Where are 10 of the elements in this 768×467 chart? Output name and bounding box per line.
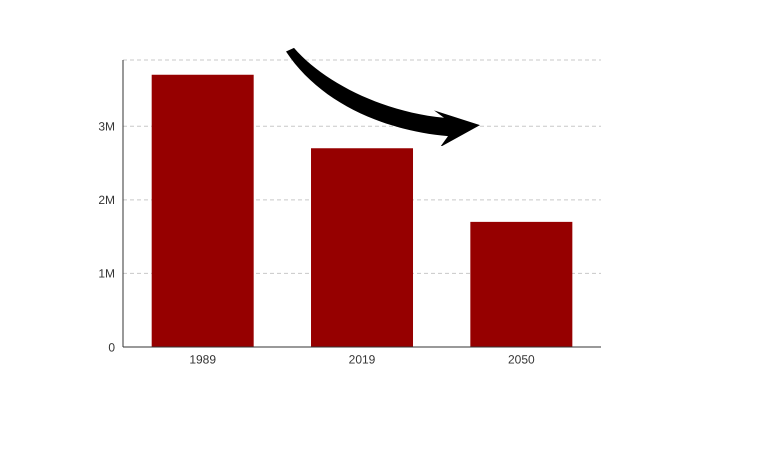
x-tick-label: 2050 [508,352,536,367]
x-tick-label: 2019 [348,352,376,367]
y-tick-label: 1M [98,266,115,281]
bar [311,148,414,347]
bar [470,222,572,347]
y-tick-label: 2M [98,193,115,208]
y-tick-label: 3M [98,119,115,134]
x-tick-label: 1989 [189,352,216,367]
bar [152,74,254,347]
y-tick-label: 0 [108,340,116,354]
